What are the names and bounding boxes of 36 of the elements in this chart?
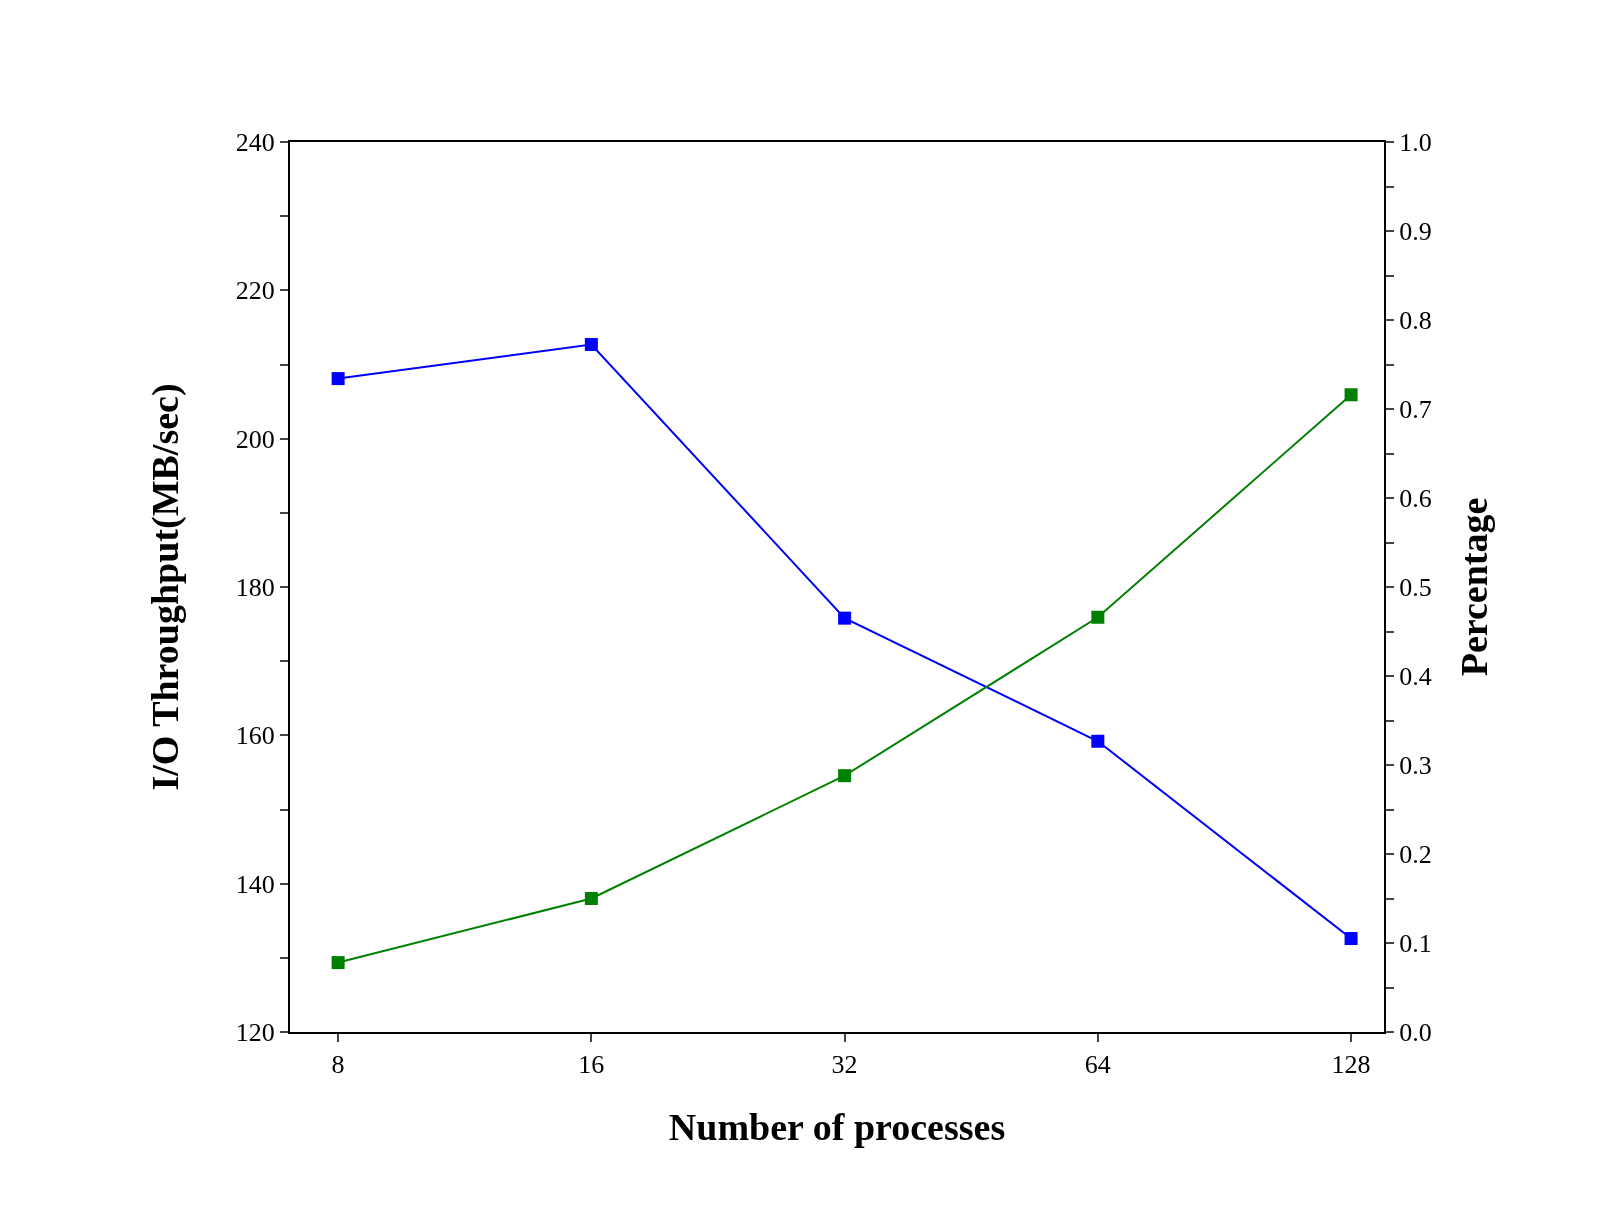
point bbox=[1344, 932, 1358, 946]
y-tick-label: 120 bbox=[235, 1018, 275, 1048]
point bbox=[838, 611, 852, 625]
x-tick-label: 8 bbox=[331, 1050, 345, 1080]
y2-tick-label: 0.8 bbox=[1399, 306, 1432, 336]
point bbox=[1091, 610, 1105, 624]
y2-axis-title: Percentage bbox=[1453, 497, 1496, 677]
x-tick-label: 128 bbox=[1331, 1050, 1371, 1080]
y-tick-label: 200 bbox=[235, 424, 275, 454]
y2-tick-label: 0.7 bbox=[1399, 395, 1432, 425]
point bbox=[584, 892, 598, 905]
y-tick-label: 240 bbox=[235, 128, 275, 158]
x-axis-title: Number of processes bbox=[668, 1105, 1006, 1148]
point bbox=[1091, 734, 1105, 748]
point bbox=[331, 956, 345, 970]
y-tick-label: 220 bbox=[235, 276, 275, 306]
y2-tick-label: 0.6 bbox=[1399, 484, 1432, 514]
y-tick-label: 140 bbox=[235, 869, 275, 899]
y2-tick-label: 0.2 bbox=[1399, 840, 1432, 870]
y2-tick-label: 1.0 bbox=[1399, 128, 1432, 158]
y2-tick-label: 0.1 bbox=[1399, 929, 1432, 959]
x-tick-label: 64 bbox=[1084, 1050, 1111, 1080]
y2-tick-label: 0.9 bbox=[1399, 217, 1432, 247]
point bbox=[331, 372, 345, 386]
point bbox=[1344, 388, 1358, 402]
x-tick-label: 32 bbox=[831, 1050, 858, 1080]
y-tick-label: 160 bbox=[235, 721, 275, 751]
y2-tick-label: 0.4 bbox=[1399, 662, 1432, 692]
y-axis-title: I/O Throughput(MB/sec) bbox=[144, 383, 188, 791]
y2-tick-label: 0.3 bbox=[1399, 751, 1432, 781]
y-tick-label: 180 bbox=[235, 573, 275, 603]
point bbox=[584, 337, 598, 351]
point bbox=[838, 769, 852, 783]
y2-tick-label: 0.0 bbox=[1399, 1018, 1432, 1048]
y2-tick-label: 0.5 bbox=[1399, 573, 1432, 603]
x-tick-label: 16 bbox=[578, 1050, 605, 1080]
